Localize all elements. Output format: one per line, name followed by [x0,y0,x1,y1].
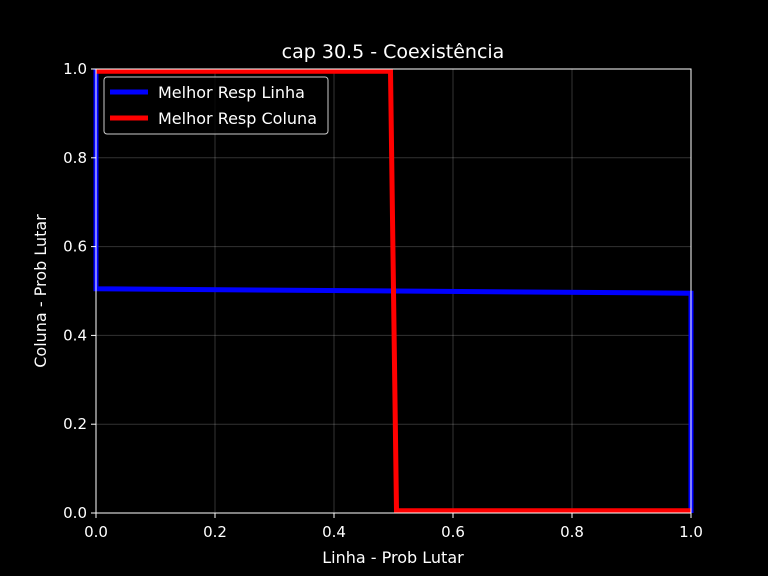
x-tick-label: 0.8 [560,523,584,541]
ticks: 0.0 0.2 0.4 0.6 0.8 1.0 0.0 0.2 0.4 0.6 0.8 1.0 [63,60,703,541]
y-tick-label: 0.0 [63,504,87,522]
x-tick-label: 0.6 [441,523,465,541]
y-axis-label: Coluna - Prob Lutar [31,214,50,368]
x-axis-label: Linha - Prob Lutar [322,548,464,567]
y-tick-label: 0.8 [63,149,87,167]
x-tick-label: 1.0 [679,523,703,541]
y-tick-label: 0.2 [63,415,87,433]
legend-box [103,76,329,135]
x-tick-label: 0.4 [322,523,346,541]
y-tick-label: 0.6 [63,238,87,256]
legend: Melhor Resp Linha Melhor Resp Coluna [103,76,329,135]
chart-title: cap 30.5 - Coexistência [282,41,505,63]
x-tick-label: 0.0 [84,523,108,541]
x-tick-label: 0.2 [203,523,227,541]
y-tick-label: 0.4 [63,326,87,344]
plot-frame [95,68,692,514]
y-tick-label: 1.0 [63,60,87,78]
legend-label-2: Melhor Resp Coluna [158,109,317,128]
series-line-2 [96,68,691,514]
legend-label-1: Melhor Resp Linha [158,83,305,102]
